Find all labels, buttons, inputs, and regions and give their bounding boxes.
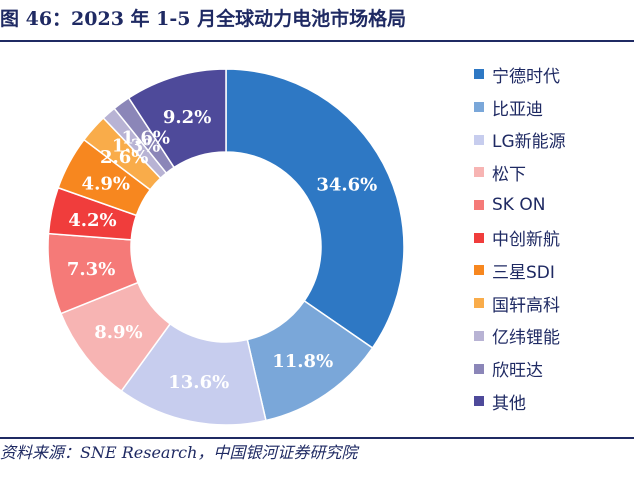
legend-swatch [474, 298, 484, 309]
legend-item-亿纬锂能: 亿纬锂能 [474, 320, 566, 353]
data-label-10: 9.2% [163, 107, 211, 128]
legend-item-三星sdi: 三星SDI [474, 254, 566, 287]
legend-label: SK ON [492, 195, 546, 216]
data-label-8: 1.3% [112, 135, 160, 156]
legend-item-中创新航: 中创新航 [474, 221, 566, 254]
data-label-0: 34.6% [316, 175, 377, 196]
source-rule [0, 437, 634, 439]
legend-item-lg新能源: LG新能源 [474, 123, 566, 156]
donut-chart: 34.6% 11.8% 13.6% 8.9% 7.3% 4.2% 4.9% 2.6%1.3%1… [47, 68, 405, 426]
legend-item-比亚迪: 比亚迪 [474, 91, 566, 124]
legend-label: LG新能源 [492, 132, 566, 153]
legend-label: 其他 [492, 393, 526, 414]
legend-label: 欣旺达 [492, 361, 543, 382]
source-note: 资料来源：SNE Research，中国银河证券研究院 [0, 443, 358, 462]
legend-label: 比亚迪 [492, 99, 543, 120]
legend-item-欣旺达: 欣旺达 [474, 352, 566, 385]
legend-swatch [474, 69, 484, 80]
legend-item-宁德时代: 宁德时代 [474, 58, 566, 91]
legend-swatch [474, 167, 484, 178]
donut-labels: 34.6% 11.8% 13.6% 8.9% 7.3% 4.2% 4.9% 2.6%1.3%1… [67, 107, 377, 393]
legend-label: 中创新航 [492, 230, 560, 251]
legend-label: 亿纬锂能 [492, 328, 560, 349]
legend-swatch [474, 134, 484, 145]
donut-slices [47, 68, 405, 426]
legend-item-国轩高科: 国轩高科 [474, 287, 566, 320]
donut-slice-0 [225, 68, 405, 350]
data-label-9: 1.6% [122, 128, 170, 149]
donut-slice-10 [127, 68, 227, 169]
legend-label: 松下 [492, 164, 526, 185]
legend-label: 三星SDI [492, 262, 555, 283]
chart-legend: 宁德时代比亚迪 LG新能源松下 SK ON 中创新航三星SDI 国轩高科亿纬锂能欣旺达其… [474, 58, 566, 418]
data-label-7: 2.6% [100, 147, 148, 168]
legend-label: 国轩高科 [492, 295, 560, 316]
legend-swatch [474, 363, 484, 374]
title-rule [0, 40, 634, 42]
legend-swatch [474, 200, 484, 211]
data-label-4: 7.3% [67, 259, 115, 280]
data-label-5: 4.2% [68, 210, 116, 231]
legend-swatch [474, 265, 484, 276]
legend-swatch [474, 396, 484, 407]
legend-swatch [474, 102, 484, 113]
legend-label: 宁德时代 [492, 66, 560, 87]
legend-item-其他: 其他 [474, 385, 566, 418]
chart-title: 图 46：2023 年 1-5 月全球动力电池市场格局 [0, 8, 407, 30]
legend-swatch [474, 330, 484, 341]
legend-item-松下: 松下 [474, 156, 566, 189]
data-label-3: 8.9% [94, 322, 142, 343]
legend-swatch [474, 232, 484, 243]
data-label-6: 4.9% [82, 173, 130, 194]
data-label-1: 11.8% [272, 351, 333, 372]
legend-item-sk-on: SK ON [474, 189, 566, 222]
data-label-2: 13.6% [168, 372, 229, 393]
